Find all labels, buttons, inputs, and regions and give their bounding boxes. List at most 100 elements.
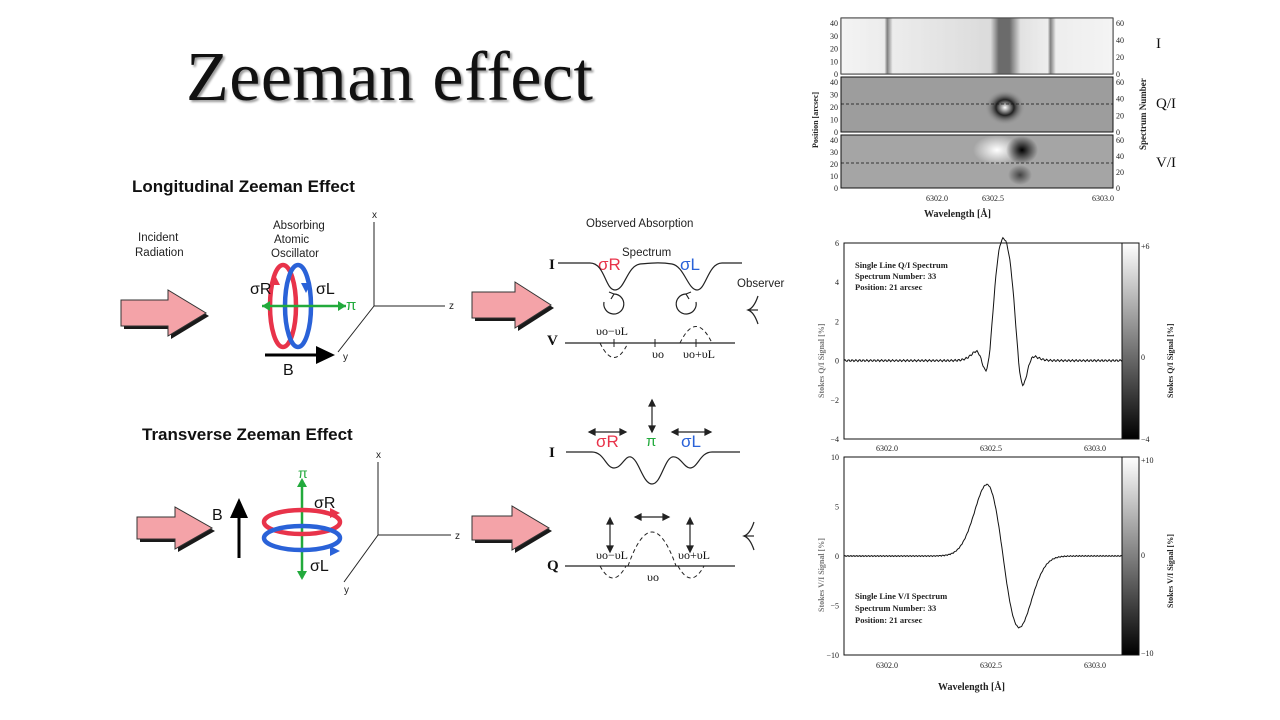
q-ytick: 6 [835,239,839,248]
top-right-tick: 20 [1116,53,1124,62]
v-ylabel: Stokes V/I Signal [%] [817,538,826,612]
q-xtick-2: 6303.0 [1084,444,1106,453]
longitudinal-heading: Longitudinal Zeeman Effect [132,177,355,196]
transverse-b-label: B [212,507,223,524]
q-ylabel: Stokes Q/I Signal [%] [817,323,826,398]
intensity-label: I [549,257,555,273]
v-xlabel: Wavelength [Å] [938,681,1005,693]
transverse-heading: Transverse Zeeman Effect [142,425,353,444]
v-cb-mid: 0 [1141,551,1145,560]
slide-title: Zeeman effect [186,39,594,116]
q-cb-bot: −4 [1141,435,1150,444]
top-right-tick: 60 [1116,78,1124,87]
transverse-pi-label: π [298,465,308,481]
v-cb-bot: −10 [1141,649,1154,658]
q-legend-2: Spectrum Number: 33 [855,271,936,281]
v-xtick-2: 6303.0 [1084,661,1106,670]
top-left-tick: 10 [830,57,838,66]
top-left-tick: 0 [834,128,838,137]
top-left-tick: 40 [830,136,838,145]
q-ytick: −2 [830,396,839,405]
top-right-tick: 0 [1116,184,1120,193]
observer-eye-icon [746,295,759,325]
top-left-tick: 20 [830,103,838,112]
top-left-tick: 20 [830,160,838,169]
transverse-nu-minus: υo−υL [596,548,628,562]
top-right-tick: 0 [1116,70,1120,79]
top-left-tick: 30 [830,148,838,157]
observer-label: Observer [737,278,784,290]
axis-z-label: z [449,301,454,312]
top-xtick-0: 6302.0 [926,194,948,203]
top-left-tick: 30 [830,32,838,41]
transverse-axis-x: x [376,450,381,461]
v-ytick: 10 [831,453,839,462]
q-ytick: 2 [835,317,839,326]
spectrum-label: Spectrum [622,247,671,259]
top-left-tick: 10 [830,116,838,125]
axis-y-label: y [343,352,348,363]
transverse-observed-arrow-icon [471,505,552,553]
v-cb-top: +10 [1141,456,1154,465]
incident-arrow-icon [120,289,209,339]
v-yticks: 10 5 0 −5 −10 [826,453,839,660]
top-xtick-1: 6302.5 [982,194,1004,203]
top-right-tick: 60 [1116,136,1124,145]
panel-top-ylabel-right: Spectrum Number [1138,78,1148,150]
nu-minus-label: υo−υL [596,324,628,338]
q-ytick: 0 [835,357,839,366]
top-right-tick: 20 [1116,168,1124,177]
top-right-tick: 0 [1116,128,1120,137]
top-xtick-2: 6303.0 [1092,194,1114,203]
panel-top-ticks: 0102030400204060010203040020406001020304… [830,19,1124,193]
q-ytick: 4 [835,278,839,287]
circular-polarization-icon [603,291,697,315]
q-spectrum-plot [843,236,1140,440]
transverse-b-field-icon [230,498,248,558]
transverse-spectrum-pi: π [646,433,656,450]
transverse-spectrum-sigma-r: σR [596,432,619,451]
top-right-tick: 40 [1116,152,1124,161]
observed-absorption-label: Observed Absorption [586,218,693,230]
q-cb-top: +6 [1141,242,1150,251]
longitudinal-oscillator-icon [262,262,346,350]
panel-top-ylabel: Position [arcsec] [811,92,820,148]
stokes-image-panels [840,17,1114,189]
q-cb-mid: 0 [1141,353,1145,362]
axis-x-label: x [372,210,377,221]
transverse-observer-eye-icon [742,521,755,551]
q-yticks: 6 4 2 0 −2 −4 [830,239,839,444]
v-ylabel-right: Stokes V/I Signal [%] [1166,534,1175,608]
transverse-nu-plus: υo+υL [678,548,710,562]
q-ytick: −4 [830,435,839,444]
top-left-tick: 40 [830,19,838,28]
top-xlabel: Wavelength [Å] [924,208,991,220]
v-legend-2: Spectrum Number: 33 [855,603,936,613]
b-field-label: B [283,362,294,379]
v-ytick: 5 [835,503,839,512]
incident-radiation-label: Incident [138,232,179,244]
v-ytick: −10 [826,651,839,660]
transverse-spectrum-sigma-l: σL [681,432,701,451]
q-polarization-icon [606,513,694,554]
q-legend-1: Single Line Q/I Spectrum [855,260,948,270]
top-right-tick: 40 [1116,95,1124,104]
sigma-r-label: σR [250,281,271,298]
longitudinal-i-spectrum [558,262,742,291]
top-left-tick: 0 [834,184,838,193]
v-xtick-1: 6302.5 [980,661,1002,670]
observed-arrow-icon [471,281,554,331]
q-xtick-1: 6302.5 [980,444,1002,453]
top-right-tick: 60 [1116,19,1124,28]
top-right-tick: 20 [1116,111,1124,120]
transverse-nu-zero: υo [647,570,659,584]
top-left-tick: 0 [834,70,838,79]
q-ylabel-right: Stokes Q/I Signal [%] [1166,323,1175,398]
v-legend-1: Single Line V/I Spectrum [855,591,947,601]
nu-plus-label: υo+υL [683,347,715,361]
oscillator-label-3: Oscillator [271,248,319,260]
spectrum-sigma-r: σR [598,255,621,274]
linear-polarization-icon [587,398,713,436]
